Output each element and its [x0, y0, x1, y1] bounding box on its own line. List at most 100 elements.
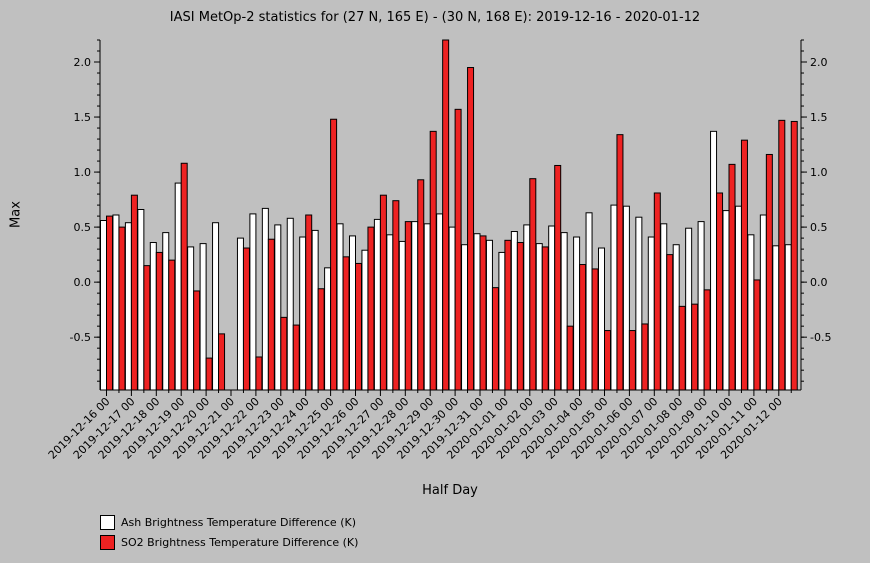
bar-ash — [560, 232, 568, 391]
bar-ash — [523, 224, 531, 391]
bar-so2 — [703, 289, 711, 391]
bar-ash — [498, 251, 506, 391]
bar-ash — [112, 214, 120, 391]
bar-ash — [124, 222, 132, 391]
bar-so2 — [429, 130, 437, 391]
bar-so2 — [180, 162, 188, 391]
bar-so2 — [417, 179, 425, 391]
bar-ash — [137, 208, 145, 391]
bar-so2 — [566, 325, 574, 391]
bar-so2 — [554, 164, 562, 391]
bar-so2 — [653, 192, 661, 391]
bar-ash — [784, 244, 792, 391]
bar-ash — [734, 205, 742, 391]
bar-so2 — [516, 242, 524, 391]
legend-label-so2: SO2 Brightness Temperature Difference (K… — [121, 535, 359, 549]
bar-ash — [660, 223, 668, 391]
bar-ash — [386, 234, 394, 391]
bar-so2 — [641, 323, 649, 391]
bar-ash — [485, 239, 493, 391]
bar-so2 — [765, 153, 773, 391]
bar-ash — [535, 243, 543, 391]
y-tick-label-right: 2.0 — [810, 56, 828, 69]
bar-so2 — [740, 139, 748, 391]
bar-ash — [100, 220, 107, 391]
bar-so2 — [504, 239, 512, 391]
bar-so2 — [790, 120, 798, 391]
bar-so2 — [280, 316, 288, 391]
bar-so2 — [628, 330, 636, 391]
legend-label-ash: Ash Brightness Temperature Difference (K… — [121, 515, 356, 529]
bar-so2 — [541, 246, 549, 391]
bar-so2 — [691, 303, 699, 391]
bar-ash — [274, 224, 282, 391]
y-tick-label-right: 1.0 — [810, 166, 828, 179]
bar-ash — [647, 236, 655, 391]
bar-ash — [361, 249, 369, 391]
bar-so2 — [778, 119, 786, 391]
y-tick-label-right: 1.5 — [810, 111, 828, 124]
y-tick-label-right: 0.0 — [810, 276, 828, 289]
bar-ash — [448, 226, 456, 391]
bar-so2 — [143, 265, 151, 391]
bar-so2 — [753, 279, 761, 391]
bar-ash — [772, 245, 780, 391]
y-tick-label-left: 1.0 — [74, 166, 92, 179]
bar-ash — [759, 214, 767, 391]
bar-ash — [249, 213, 257, 391]
bar-so2 — [379, 194, 387, 391]
bar-ash — [324, 267, 332, 391]
bar-ash — [548, 225, 556, 391]
bar-ash — [174, 182, 182, 391]
bar-so2 — [305, 214, 313, 391]
y-tick-label-left: -0.5 — [70, 331, 91, 344]
bar-ash — [510, 231, 518, 391]
bar-so2 — [616, 134, 624, 391]
y-tick-label-right: 0.5 — [810, 221, 828, 234]
bar-so2 — [479, 235, 487, 391]
bar-ash — [598, 247, 605, 391]
bar-so2 — [591, 268, 599, 391]
bar-so2 — [255, 356, 263, 391]
legend-swatch-ash — [100, 514, 115, 530]
bar-ash — [672, 244, 680, 391]
bar-so2 — [242, 247, 250, 391]
legend-item-so2: SO2 Brightness Temperature Difference (K… — [100, 532, 358, 552]
bar-ash — [336, 223, 344, 391]
y-axis-label: Max — [8, 201, 24, 228]
bar-so2 — [579, 264, 587, 391]
bar-so2 — [218, 333, 226, 391]
bar-so2 — [118, 226, 126, 391]
bar-ash — [286, 217, 294, 391]
legend: Ash Brightness Temperature Difference (K… — [100, 512, 358, 552]
bar-so2 — [342, 256, 350, 391]
y-tick-label-right: -0.5 — [810, 331, 831, 344]
bar-ash — [747, 234, 755, 391]
bar-ash — [349, 235, 356, 391]
bar-ash — [573, 236, 581, 391]
bar-so2 — [367, 226, 375, 391]
bar-ash — [261, 207, 269, 391]
bar-ash — [635, 216, 643, 391]
bar-ash — [236, 237, 244, 391]
bar-so2 — [491, 287, 499, 391]
bar-ash — [411, 221, 419, 391]
bar-ash — [697, 221, 705, 391]
bar-ash — [436, 213, 444, 391]
bar-ash — [461, 244, 469, 391]
bars-group — [100, 39, 798, 391]
y-tick-label-left: 0.0 — [74, 276, 92, 289]
x-axis-label: Half Day — [422, 483, 478, 498]
bar-ash — [373, 218, 381, 391]
bar-so2 — [317, 288, 325, 391]
bar-so2 — [330, 118, 338, 391]
bar-so2 — [467, 67, 475, 391]
chart-title: IASI MetOp-2 statistics for (27 N, 165 E… — [169, 10, 701, 25]
bar-ash — [423, 223, 431, 391]
bar-ash — [149, 242, 157, 391]
bar-ash — [622, 205, 630, 391]
bar-so2 — [404, 221, 412, 391]
bar-so2 — [678, 305, 686, 391]
